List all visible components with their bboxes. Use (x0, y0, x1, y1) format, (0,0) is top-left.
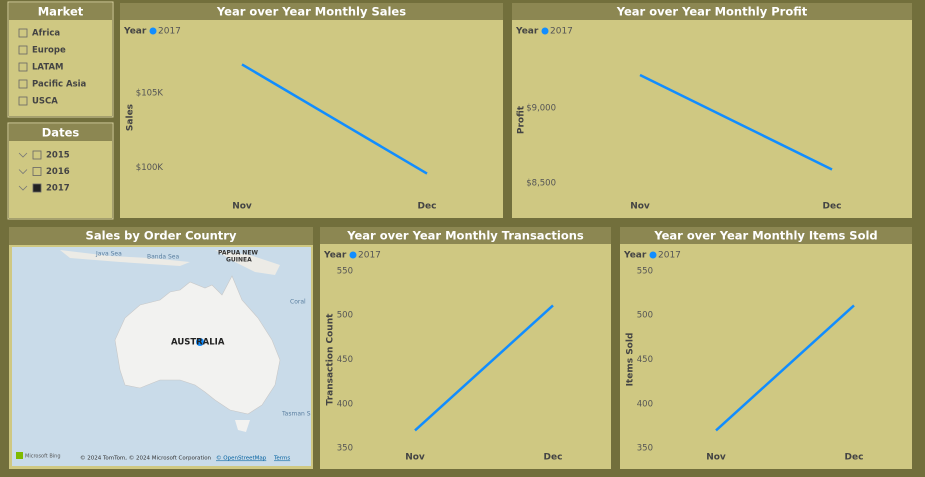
slicer-frame (7, 1, 114, 118)
legend-title: Year (623, 251, 647, 261)
slicer-item[interactable]: LATAM (32, 63, 64, 73)
y-tick-label: 350 (637, 444, 653, 454)
panel (320, 227, 611, 469)
title-bar (512, 3, 912, 20)
legend-label[interactable]: 2017 (158, 27, 181, 37)
legend-marker (649, 251, 657, 259)
chart-title: Year over Year Monthly Items Sold (653, 229, 877, 243)
map-label: GUINEA (226, 257, 252, 264)
chart-title: Year over Year Monthly Transactions (346, 229, 584, 243)
y-axis-label: Items Sold (626, 333, 636, 387)
map-terms[interactable]: Terms (273, 456, 290, 462)
legend-title: Year (323, 251, 347, 261)
slicer-item[interactable]: Europe (32, 46, 66, 56)
checkbox[interactable] (18, 79, 28, 89)
map-brand: Microsoft Bing (25, 454, 61, 460)
y-tick-label: $100K (136, 163, 164, 173)
y-axis-label: Profit (517, 105, 527, 134)
y-tick-label: 450 (637, 355, 653, 365)
x-tick-label: Nov (232, 202, 252, 212)
x-tick-label: Dec (823, 202, 842, 212)
line (639, 73, 833, 171)
title-bar (620, 227, 912, 244)
y-tick-label: 550 (337, 266, 353, 276)
checkbox[interactable] (18, 28, 28, 38)
line (715, 304, 855, 432)
panel (120, 3, 503, 218)
slicer-item[interactable]: 2016 (46, 167, 70, 177)
map-label: Coral (290, 299, 306, 306)
checkbox[interactable] (32, 167, 42, 176)
map-title: Sales by Order Country (86, 229, 237, 243)
slicer-title: Market (38, 5, 84, 19)
island (215, 250, 280, 275)
map-label: Java Sea (95, 251, 122, 258)
panel (620, 227, 912, 469)
legend-label[interactable]: 2017 (358, 251, 381, 261)
map-osm[interactable]: © OpenStreetMap (216, 455, 267, 462)
slicer-item[interactable]: Pacific Asia (32, 80, 87, 90)
legend-marker (349, 251, 357, 259)
line (241, 63, 428, 175)
slicer-frame (7, 122, 114, 220)
legend-title: Year (515, 27, 539, 37)
title-bar (9, 3, 112, 20)
checkbox[interactable] (18, 96, 28, 106)
map-panel: Sales by Order Country Java Sea Banda Se… (9, 227, 313, 469)
slicer-item[interactable]: Africa (32, 29, 60, 39)
title-bar (9, 227, 313, 245)
slicer-item[interactable]: 2017 (46, 184, 70, 194)
checkbox[interactable] (32, 150, 42, 160)
y-tick-label: 400 (337, 399, 353, 409)
map-bubble (196, 338, 204, 346)
island (235, 420, 250, 432)
legend-marker (149, 27, 157, 35)
title-bar (320, 227, 611, 244)
line (414, 304, 554, 432)
x-tick-label: Dec (845, 453, 864, 463)
y-axis-label: Sales (126, 104, 136, 131)
y-tick-label: $8,500 (526, 179, 556, 189)
expand-chevron[interactable] (18, 152, 28, 158)
checkbox[interactable] (18, 45, 28, 55)
slicer-item[interactable]: 2015 (46, 151, 70, 161)
checkbox[interactable] (18, 62, 28, 72)
y-tick-label: 550 (637, 266, 653, 276)
x-tick-label: Dec (544, 453, 563, 463)
legend-title: Year (123, 27, 147, 37)
slicer-item[interactable]: USCA (32, 97, 58, 107)
chart-title: Year over Year Monthly Profit (616, 5, 808, 19)
legend-label[interactable]: 2017 (550, 27, 573, 37)
title-bar (9, 124, 112, 141)
map-label: AUSTRALIA (171, 338, 225, 348)
x-tick-label: Nov (706, 453, 726, 463)
checkbox[interactable] (32, 183, 42, 193)
y-tick-label: 400 (637, 399, 653, 409)
legend-label[interactable]: 2017 (658, 251, 681, 261)
expand-chevron[interactable] (18, 169, 28, 175)
map-label: PAPUA NEW (218, 250, 258, 257)
x-tick-label: Nov (405, 453, 425, 463)
y-tick-label: 350 (337, 444, 353, 454)
map-label: Banda Sea (147, 254, 179, 261)
y-tick-label: 500 (337, 311, 353, 321)
expand-chevron[interactable] (18, 185, 28, 191)
y-tick-label: 450 (337, 355, 353, 365)
map-label: Tasman S (281, 411, 311, 418)
y-tick-label: $105K (136, 88, 164, 98)
legend-marker (541, 27, 549, 35)
y-axis-label: Transaction Count (326, 313, 336, 406)
y-tick-label: $9,000 (526, 104, 556, 114)
title-bar (120, 3, 503, 20)
island (60, 250, 190, 266)
map: Java Sea Banda Sea PAPUA NEW GUINEA Cora… (12, 247, 311, 466)
x-tick-label: Dec (418, 202, 437, 212)
bing-logo (16, 452, 23, 459)
y-tick-label: 500 (637, 311, 653, 321)
chart-title: Year over Year Monthly Sales (216, 5, 406, 19)
slicer-title: Dates (42, 126, 80, 140)
x-tick-label: Nov (630, 202, 650, 212)
map-copyright: © 2024 TomTom, © 2024 Microsoft Corporat… (80, 455, 212, 462)
